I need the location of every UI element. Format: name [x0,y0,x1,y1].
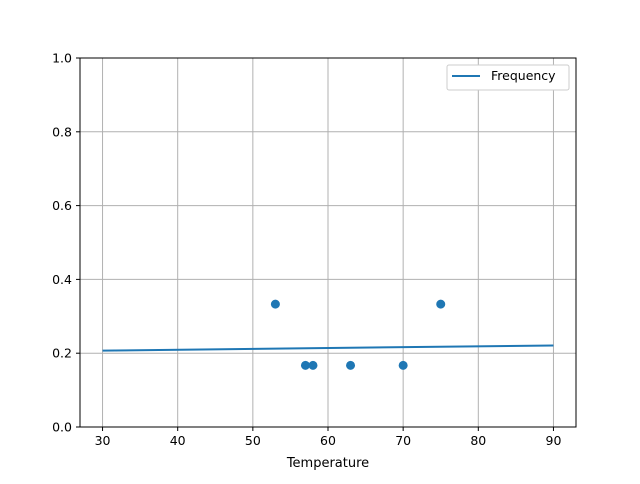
x-tick-label: 70 [395,433,411,448]
scatter-point [270,299,280,309]
x-tick-label: 80 [470,433,486,448]
y-tick-label: 0.2 [52,346,72,361]
legend-label: Frequency [491,68,556,83]
ticks: 30 40 50 60 70 80 90 0.0 0.2 0.4 0.6 0.8 1.0 [52,51,561,449]
legend-box [446,64,570,91]
scatter-point [346,360,356,370]
y-tick-label: 0.8 [52,124,72,139]
scatter-point [308,360,318,370]
scatter-point [398,360,408,370]
y-tick-label: 0.6 [52,198,72,213]
x-tick-label: 60 [320,433,336,448]
legend: Frequency [446,64,570,91]
x-tick-label: 50 [245,433,261,448]
scatter-point [436,299,446,309]
x-tick-label: 40 [170,433,186,448]
scatter-point [300,360,310,370]
x-axis-label: Temperature [286,456,369,471]
y-tick-label: 1.0 [52,51,72,66]
grid [80,57,576,428]
frequency-line [102,344,554,352]
x-tick-label: 90 [546,433,562,448]
y-tick-label: 0.4 [52,272,72,287]
y-tick-label: 0.0 [52,420,72,435]
x-tick-label: 30 [95,433,111,448]
marks [102,299,554,370]
